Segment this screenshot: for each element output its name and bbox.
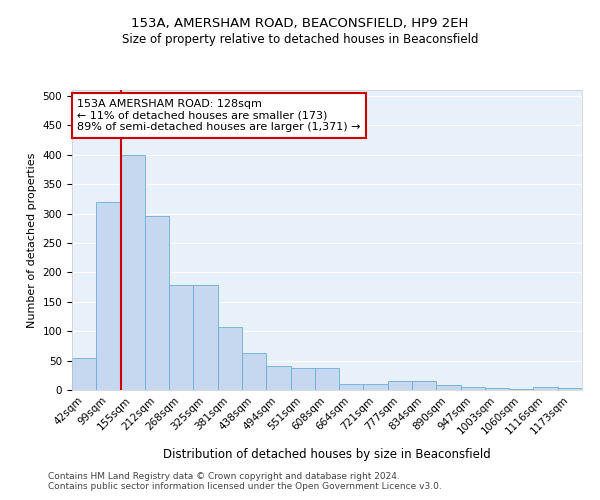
Bar <box>266 366 290 390</box>
Bar <box>315 368 339 390</box>
Bar <box>461 387 485 390</box>
Text: 153A AMERSHAM ROAD: 128sqm
← 11% of detached houses are smaller (173)
89% of sem: 153A AMERSHAM ROAD: 128sqm ← 11% of deta… <box>77 99 361 132</box>
Bar <box>485 388 509 390</box>
Text: 153A, AMERSHAM ROAD, BEACONSFIELD, HP9 2EH: 153A, AMERSHAM ROAD, BEACONSFIELD, HP9 2… <box>131 18 469 30</box>
Text: Size of property relative to detached houses in Beaconsfield: Size of property relative to detached ho… <box>122 32 478 46</box>
Bar <box>193 286 218 390</box>
Bar <box>339 384 364 390</box>
Bar <box>533 387 558 390</box>
Bar <box>72 358 96 390</box>
Bar <box>218 327 242 390</box>
Bar <box>436 386 461 390</box>
Text: Contains HM Land Registry data © Crown copyright and database right 2024.: Contains HM Land Registry data © Crown c… <box>48 472 400 481</box>
Bar <box>412 381 436 390</box>
Bar <box>96 202 121 390</box>
X-axis label: Distribution of detached houses by size in Beaconsfield: Distribution of detached houses by size … <box>163 448 491 460</box>
Bar <box>169 286 193 390</box>
Bar <box>388 381 412 390</box>
Bar <box>242 353 266 390</box>
Y-axis label: Number of detached properties: Number of detached properties <box>27 152 37 328</box>
Bar <box>121 154 145 390</box>
Bar <box>558 388 582 390</box>
Bar <box>145 216 169 390</box>
Text: Contains public sector information licensed under the Open Government Licence v3: Contains public sector information licen… <box>48 482 442 491</box>
Bar <box>290 368 315 390</box>
Bar <box>364 384 388 390</box>
